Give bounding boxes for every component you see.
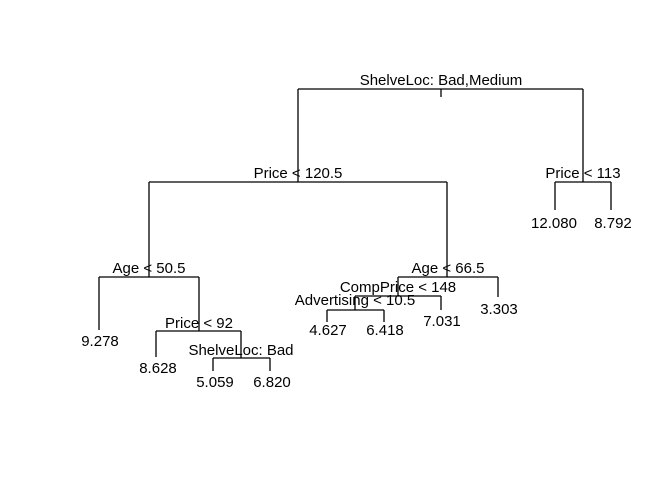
split-labels: ShelveLoc: Bad,Medium Price < 120.5 Pric… [113,72,621,359]
split-label-root: ShelveLoc: Bad,Medium [360,72,523,89]
split-label-right: Price < 113 [545,165,620,182]
split-label-lrll: Advertising < 10.5 [295,292,416,309]
leaf-value-llrl: 8.628 [139,360,177,377]
leaf-value-lrlll: 4.627 [309,322,347,339]
leaf-value-rr: 8.792 [594,215,632,232]
split-label-ll: Age < 50.5 [113,260,186,277]
leaf-value-lrllr: 6.418 [366,322,404,339]
split-label-lr: Age < 66.5 [412,260,485,277]
leaf-value-llrrr: 6.820 [253,374,291,391]
split-label-llrr: ShelveLoc: Bad [188,342,293,359]
leaf-value-lrr: 3.303 [480,301,518,318]
leaf-value-lll: 9.278 [81,333,119,350]
split-label-llr: Price < 92 [165,315,233,332]
leaf-value-llrrl: 5.059 [196,374,234,391]
leaf-labels: 9.278 8.628 5.059 6.820 4.627 6.418 7.03… [81,215,632,391]
leaf-value-rl: 12.080 [531,215,577,232]
leaf-value-lrlr: 7.031 [423,313,461,330]
tree-branches [98,88,612,371]
split-label-lrl: CompPrice < 148 [340,279,456,296]
split-label-left: Price < 120.5 [254,165,343,182]
